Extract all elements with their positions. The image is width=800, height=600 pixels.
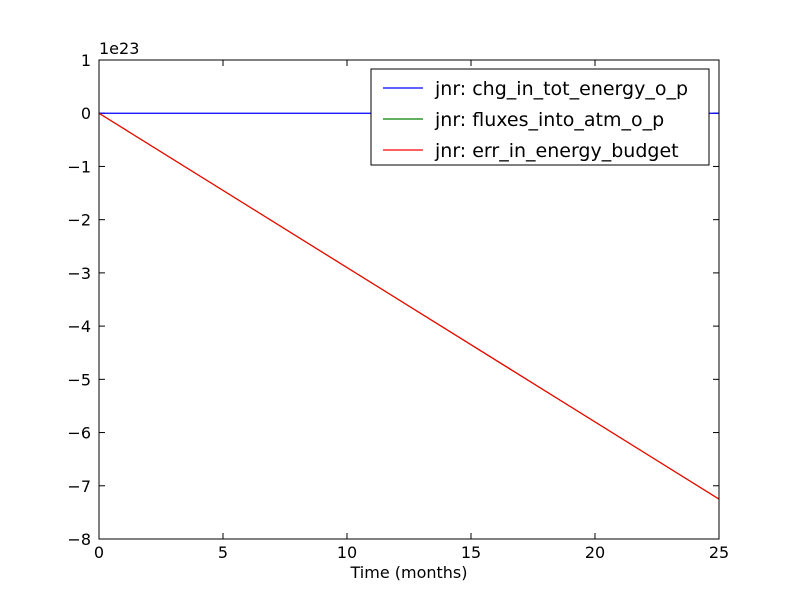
legend-label: jnr: chg_in_tot_energy_o_p bbox=[434, 78, 688, 100]
y-tick-label: −6 bbox=[67, 424, 91, 443]
legend: jnr: chg_in_tot_energy_o_p jnr: fluxes_in… bbox=[370, 68, 710, 166]
y-tick-label: −1 bbox=[67, 157, 91, 176]
y-tick-label: −8 bbox=[67, 530, 91, 549]
y-tick-label: −2 bbox=[67, 211, 91, 230]
y-tick-label: 0 bbox=[81, 104, 91, 123]
y-tick-label: −7 bbox=[67, 477, 91, 496]
x-tick-label: 15 bbox=[461, 543, 481, 562]
legend-label: jnr: err_in_energy_budget bbox=[434, 140, 679, 162]
x-tick-label: 10 bbox=[337, 543, 357, 562]
y-tick-label: −3 bbox=[67, 264, 91, 283]
x-tick-label: 20 bbox=[585, 543, 605, 562]
x-tick-label: 5 bbox=[218, 543, 228, 562]
series-line-3 bbox=[98, 112, 720, 500]
x-tick-label: 0 bbox=[94, 543, 104, 562]
legend-label: jnr: fluxes_into_atm_o_p bbox=[434, 109, 664, 131]
y-tick-label: 1 bbox=[81, 51, 91, 70]
y-tick-label: −5 bbox=[67, 370, 91, 389]
y-tick-label: −4 bbox=[67, 317, 91, 336]
plot-frame bbox=[98, 59, 720, 540]
legend-box bbox=[370, 68, 710, 166]
x-axis-label: Time (months) bbox=[350, 563, 468, 582]
x-tick-label: 25 bbox=[709, 543, 729, 562]
y-offset-label: 1e23 bbox=[99, 39, 139, 58]
